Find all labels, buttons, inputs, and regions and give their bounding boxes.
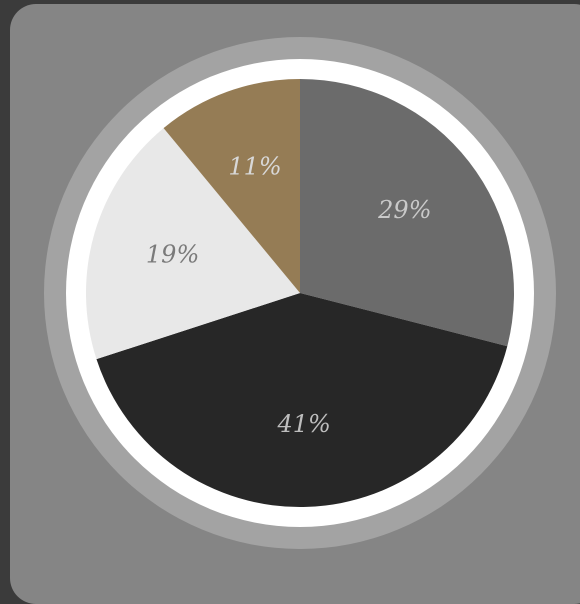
pie-chart: 29% 41% 19% 11% bbox=[44, 37, 556, 549]
pie-slice-41 bbox=[96, 293, 508, 508]
slice-label-19: 19% bbox=[146, 240, 199, 268]
slice-label-11: 11% bbox=[228, 153, 281, 181]
pie-slice-29 bbox=[300, 79, 515, 347]
pie-slices bbox=[85, 79, 515, 508]
slice-label-41: 41% bbox=[276, 410, 330, 438]
pie-slice-11 bbox=[163, 79, 300, 293]
slice-label-29: 29% bbox=[377, 196, 431, 224]
pie-labels: 29% 41% 19% 11% bbox=[146, 153, 432, 438]
pie-slice-19 bbox=[85, 128, 300, 360]
